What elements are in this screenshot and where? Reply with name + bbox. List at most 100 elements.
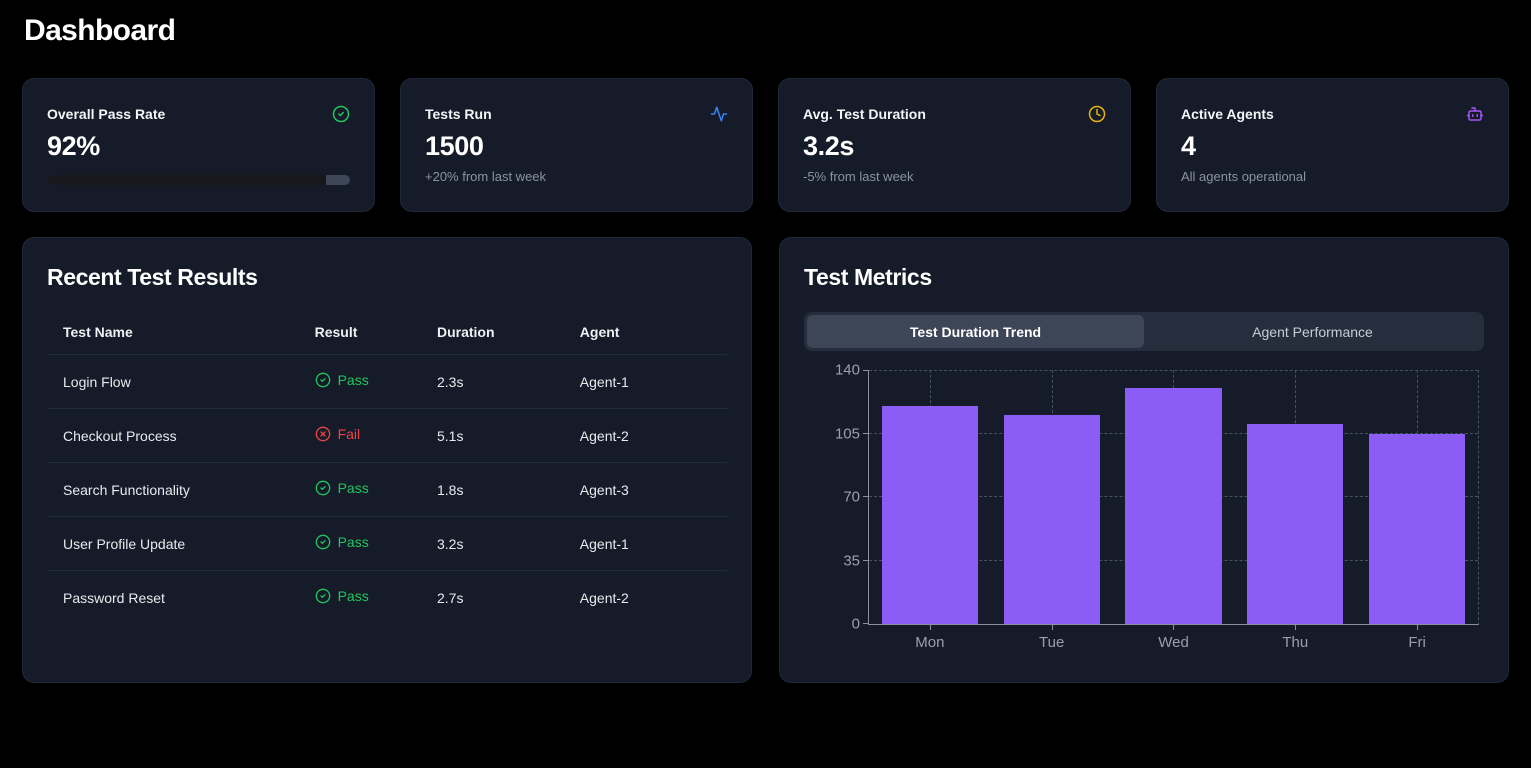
chart-band — [1234, 370, 1356, 630]
stats-row: Overall Pass Rate 92% Tests Run 1500 +20… — [22, 78, 1509, 212]
test-name-cell: Search Functionality — [47, 462, 299, 517]
y-axis-label: 35 — [843, 552, 860, 569]
stat-card-tests-run: Tests Run 1500 +20% from last week — [400, 78, 753, 212]
result-badge: Pass — [315, 534, 369, 550]
panel-title: Test Metrics — [804, 264, 932, 290]
test-name-cell: Password Reset — [63, 589, 165, 606]
column-header-agent: Agent — [563, 312, 727, 355]
recent-test-results-panel: Recent Test Results Test Name Result Dur… — [22, 237, 752, 683]
test-name-cell: Login Flow — [47, 354, 299, 409]
check-circle-icon — [332, 105, 350, 123]
stat-subtext: -5% from last week — [803, 169, 914, 184]
stat-subtext: +20% from last week — [425, 169, 547, 184]
clock-icon — [1088, 105, 1106, 123]
check-circle-icon — [315, 588, 330, 604]
stat-value: 92% — [47, 131, 100, 161]
result-badge: Fail — [315, 426, 361, 442]
column-header-result: Result — [298, 312, 421, 355]
table-row: Password Reset Pass 2.7s Agent-2 — [47, 571, 727, 625]
table-row: Checkout Process Fail 5.1s Agent-2 — [47, 408, 727, 463]
result-badge: Pass — [315, 588, 369, 604]
activity-icon — [710, 106, 728, 122]
bot-icon — [1466, 107, 1484, 121]
test-metrics-panel: Test Metrics Test Duration Trend Agent P… — [779, 237, 1509, 683]
panel-title: Recent Test Results — [47, 264, 258, 290]
stat-value: 4 — [1181, 131, 1196, 161]
progressbar-fill — [47, 175, 326, 185]
result-label: Pass — [337, 480, 369, 496]
stat-card-header: Tests Run — [425, 105, 728, 123]
chart-band — [1356, 370, 1478, 630]
pass-rate-progressbar — [47, 175, 350, 185]
stat-card-header: Active Agents — [1181, 105, 1484, 123]
stat-subtext: All agents operational — [1181, 169, 1307, 184]
x-axis-label: Mon — [915, 634, 945, 651]
column-header-test-name: Test Name — [47, 312, 299, 355]
test-results-table: Test Name Result Duration Agent Login Fl… — [47, 312, 727, 624]
duration-cell: 3.2s — [420, 516, 564, 571]
agent-cell: Agent-3 — [563, 462, 727, 517]
duration-cell: 1.8s — [420, 462, 564, 517]
chart-band — [1113, 370, 1235, 630]
stat-value: 3.2s — [803, 131, 854, 161]
bar-thu[interactable] — [1247, 424, 1344, 624]
bar-tue[interactable] — [1003, 415, 1100, 624]
stat-label: Avg. Test Duration — [803, 106, 926, 122]
tab-agent-performance[interactable]: Agent Performance — [1144, 315, 1481, 348]
y-axis-label: 0 — [851, 615, 860, 633]
chart-band — [991, 370, 1113, 630]
result-label: Pass — [337, 588, 369, 604]
stat-label: Active Agents — [1181, 106, 1274, 122]
duration-cell: 5.1s — [420, 408, 564, 463]
chart-plot-area: 0 35 70 105 140 Mon Tue Wed Thu Fri — [835, 362, 1479, 651]
agent-cell: Agent-2 — [579, 589, 629, 606]
agent-cell: Agent-1 — [563, 354, 727, 409]
x-circle-icon — [315, 426, 330, 442]
stat-card-avg-test-duration: Avg. Test Duration 3.2s -5% from last we… — [778, 78, 1131, 212]
y-axis-tick — [863, 432, 869, 434]
result-label: Pass — [337, 534, 369, 550]
stat-label: Tests Run — [425, 106, 492, 122]
bar-fri[interactable] — [1368, 433, 1466, 624]
metrics-tablist: Test Duration Trend Agent Performance — [804, 312, 1484, 351]
y-axis-label: 105 — [834, 425, 860, 442]
check-circle-icon — [315, 480, 330, 496]
result-badge: Pass — [315, 480, 369, 496]
y-axis-tick — [863, 370, 869, 371]
column-header-duration: Duration — [420, 312, 564, 355]
stat-label: Overall Pass Rate — [47, 106, 166, 122]
bar-wed[interactable] — [1125, 388, 1222, 624]
duration-cell: 2.7s — [436, 589, 464, 606]
table-row: Search Functionality Pass 1.8s Agent-3 — [47, 462, 727, 517]
test-name-cell: User Profile Update — [47, 516, 299, 571]
result-badge: Pass — [315, 372, 369, 388]
stat-card-overall-pass-rate: Overall Pass Rate 92% — [22, 78, 375, 212]
test-name-cell: Checkout Process — [47, 408, 299, 463]
check-circle-icon — [315, 372, 330, 388]
chart-bars — [869, 370, 1478, 630]
stat-card-active-agents: Active Agents 4 All agents operational — [1156, 78, 1509, 212]
table-row: Login Flow Pass 2.3s Agent-1 — [47, 354, 727, 409]
result-label: Fail — [337, 426, 361, 442]
stat-card-header: Avg. Test Duration — [803, 105, 1106, 123]
y-axis-label: 140 — [834, 361, 860, 379]
y-axis-tick — [863, 559, 869, 561]
x-axis-label: Tue — [1039, 634, 1065, 651]
x-axis-label: Thu — [1282, 634, 1309, 651]
result-label: Pass — [337, 372, 369, 388]
check-circle-icon — [315, 534, 330, 550]
table-header-row: Test Name Result Duration Agent — [47, 312, 727, 355]
agent-cell: Agent-1 — [563, 516, 727, 571]
bar-mon[interactable] — [881, 406, 978, 624]
page-title: Dashboard — [24, 14, 176, 47]
tab-test-duration-trend[interactable]: Test Duration Trend — [807, 315, 1144, 348]
bottom-row: Recent Test Results Test Name Result Dur… — [22, 237, 1509, 683]
agent-cell: Agent-2 — [563, 408, 727, 463]
stat-card-header: Overall Pass Rate — [47, 105, 350, 123]
chart-band — [869, 370, 991, 630]
stat-value: 1500 — [425, 131, 484, 161]
duration-cell: 2.3s — [420, 354, 564, 409]
dashboard-page: Dashboard Overall Pass Rate 92% Tests Ru… — [22, 14, 1509, 683]
table-row: User Profile Update Pass 3.2s Agent-1 — [47, 516, 727, 571]
y-axis-label: 70 — [843, 488, 860, 506]
